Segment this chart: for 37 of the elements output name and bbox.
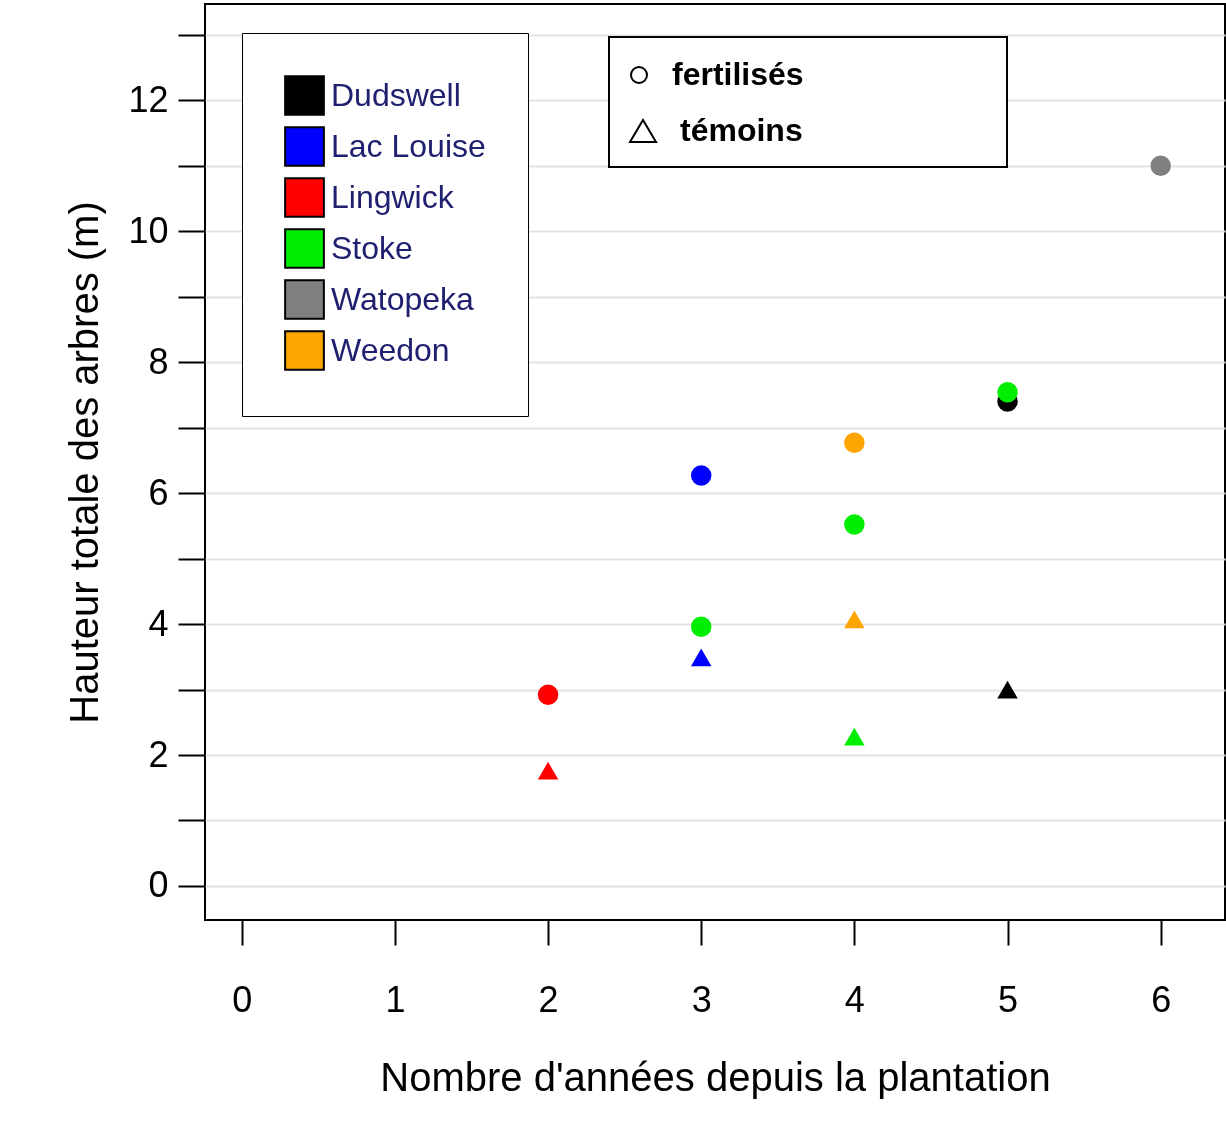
- legend-label: Lingwick: [331, 178, 455, 215]
- annotation: témoins: [680, 112, 803, 149]
- y-tick-label: 0: [148, 864, 169, 906]
- legend-label: Dudswell: [331, 76, 461, 113]
- x-tick-label: 3: [691, 978, 712, 1020]
- y-tick-label: 10: [128, 209, 169, 251]
- x-tick-label: 4: [844, 978, 865, 1020]
- point: [690, 465, 712, 486]
- y-tick-label: 12: [128, 78, 169, 120]
- point: [997, 680, 1018, 699]
- x-tick-label: 5: [998, 978, 1019, 1020]
- legend-label: Weedon: [331, 331, 450, 368]
- point: [537, 761, 559, 780]
- point: [690, 648, 712, 667]
- x-tick-label: 0: [232, 978, 253, 1020]
- legend-label: Stoke: [331, 229, 413, 266]
- point: [997, 382, 1018, 403]
- x-tick-label: 6: [1151, 978, 1172, 1020]
- point: [844, 610, 865, 629]
- y-tick-label: 6: [148, 471, 169, 513]
- x-tick-label: 2: [538, 978, 559, 1020]
- x-tick-label: 1: [385, 978, 406, 1020]
- legend-label: Lac Louise: [331, 127, 486, 164]
- symbol-key: fertilisés témoins: [608, 36, 1008, 168]
- point: [844, 727, 865, 746]
- annotation: fertilisés: [672, 56, 804, 93]
- point: [844, 432, 865, 453]
- x-axis-title: Nombre d'années depuis la plantation: [380, 1054, 1051, 1099]
- y-tick-label: 2: [148, 733, 169, 775]
- y-tick-label: 8: [148, 340, 169, 382]
- legend-label: Watopeka: [331, 280, 475, 317]
- point: [690, 616, 712, 637]
- y-tick-label: 4: [148, 602, 169, 644]
- point: [844, 514, 865, 535]
- y-axis-title: Hauteur totale des arbres (m): [62, 201, 107, 724]
- point: [1150, 155, 1171, 176]
- point: [537, 684, 559, 705]
